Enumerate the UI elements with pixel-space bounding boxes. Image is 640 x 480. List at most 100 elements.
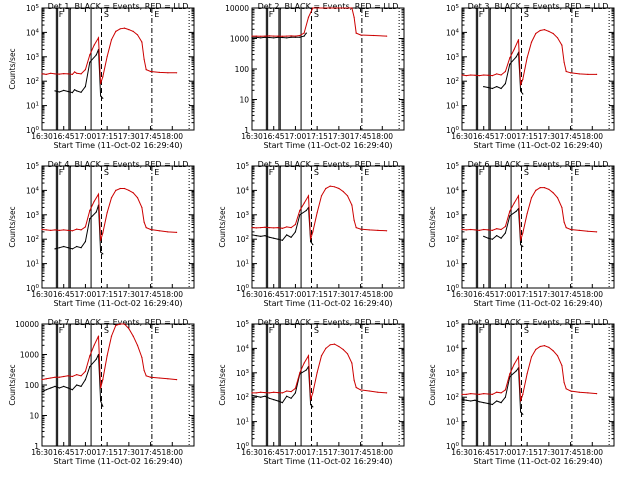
x-tick-label: 17:00 xyxy=(495,290,517,299)
lld-point xyxy=(474,393,476,395)
lld-point xyxy=(71,230,73,232)
x-tick-label: 17:30 xyxy=(118,448,140,457)
lld-point xyxy=(474,74,476,76)
events-series xyxy=(252,32,307,39)
lld-point xyxy=(145,69,147,71)
lld-point xyxy=(143,58,145,60)
lld-point xyxy=(353,219,355,221)
lld-point xyxy=(290,227,292,229)
events-point xyxy=(310,403,312,406)
lld-point xyxy=(158,377,160,379)
events-point xyxy=(312,244,314,246)
lld-point xyxy=(93,44,95,46)
plot-frame xyxy=(251,165,405,289)
marker-f: F xyxy=(59,168,64,177)
lld-point xyxy=(312,231,314,233)
lld-point xyxy=(556,197,559,199)
y-axis-label: Counts/sec xyxy=(218,364,227,405)
events-point xyxy=(465,399,467,401)
x-axis-label: Start Time (11-Oct-02 16:29:40) xyxy=(53,299,182,308)
x-tick-label: 17:45 xyxy=(350,290,372,299)
lld-point xyxy=(143,369,145,371)
events-point xyxy=(290,236,292,238)
events-point xyxy=(100,95,102,97)
lld-point xyxy=(67,229,69,231)
lld-point xyxy=(461,74,463,76)
marker-f: F xyxy=(269,168,274,177)
lld-point xyxy=(251,227,253,229)
lld-point xyxy=(268,392,270,394)
lld-point xyxy=(522,78,524,80)
lld-point xyxy=(535,32,537,35)
lld-point xyxy=(465,229,467,231)
chart-title: Det 2, BLACK = Events, RED = LLD xyxy=(258,2,399,11)
lld-point xyxy=(54,229,56,231)
lld-point xyxy=(522,393,524,395)
events-point xyxy=(500,87,502,90)
lld-point xyxy=(41,228,43,231)
lld-point xyxy=(333,186,336,188)
x-tick-label: 16:30 xyxy=(451,448,473,457)
x-axis-label: Start Time (11-Oct-02 16:29:40) xyxy=(473,141,602,150)
marker-s: S xyxy=(104,168,109,177)
events-point xyxy=(496,86,498,88)
lld-point xyxy=(487,74,489,76)
y-tick-label: 1000 xyxy=(20,351,39,360)
chart-title: Det 5, BLACK = Events, RED = LLD xyxy=(258,160,399,169)
events-point xyxy=(491,238,493,240)
lld-point xyxy=(141,41,143,43)
events-point xyxy=(268,36,270,39)
chart-title: Det 4, BLACK = Events, RED = LLD xyxy=(48,160,189,169)
x-tick-label: 17:00 xyxy=(75,132,97,141)
lld-point xyxy=(89,355,91,357)
events-point xyxy=(483,235,485,237)
lld-point xyxy=(268,227,270,229)
x-tick-label: 16:45 xyxy=(263,448,285,457)
lld-point xyxy=(299,372,301,374)
plot-frame xyxy=(251,7,405,131)
lld-point xyxy=(338,345,340,348)
lld-point xyxy=(522,232,524,234)
y-tick-label: 105 xyxy=(446,162,460,171)
lld-point xyxy=(355,227,357,229)
x-tick-label: 18:00 xyxy=(581,448,603,457)
x-tick-label: 16:30 xyxy=(31,132,53,141)
events-point xyxy=(89,366,91,368)
y-tick-label: 100 xyxy=(26,126,40,135)
lld-point xyxy=(286,226,288,228)
lld-point xyxy=(264,226,266,228)
lld-point xyxy=(325,187,327,190)
lld-point xyxy=(106,212,108,214)
lld-point xyxy=(386,35,388,37)
lld-point xyxy=(294,35,296,37)
marker-e: E xyxy=(574,326,579,335)
lld-point xyxy=(260,35,262,37)
lld-point xyxy=(102,379,104,381)
lld-point xyxy=(290,391,292,393)
events-point xyxy=(84,241,86,243)
lld-point xyxy=(470,393,472,395)
marker-s: S xyxy=(524,10,529,19)
events-point xyxy=(294,231,296,233)
y-tick-label: 104 xyxy=(446,186,460,195)
events-point xyxy=(299,214,301,216)
lld-point xyxy=(561,206,563,209)
x-tick-label: 17:00 xyxy=(75,290,97,299)
lld-point xyxy=(255,35,257,37)
lld-point xyxy=(97,37,100,39)
x-tick-label: 16:30 xyxy=(451,132,473,141)
lld-point xyxy=(128,328,130,330)
lld-point xyxy=(80,73,82,75)
x-tick-label: 18:00 xyxy=(371,132,393,141)
lld-point xyxy=(312,392,314,394)
lld-point xyxy=(115,189,117,191)
lld-point xyxy=(277,35,279,37)
lld-point xyxy=(260,391,262,393)
lld-point xyxy=(563,221,565,223)
lld-point xyxy=(578,391,580,393)
lld-point xyxy=(303,202,305,204)
lld-point xyxy=(520,84,522,86)
x-tick-label: 17:45 xyxy=(560,290,582,299)
lld-point xyxy=(93,200,95,203)
y-tick-label: 103 xyxy=(446,53,460,62)
